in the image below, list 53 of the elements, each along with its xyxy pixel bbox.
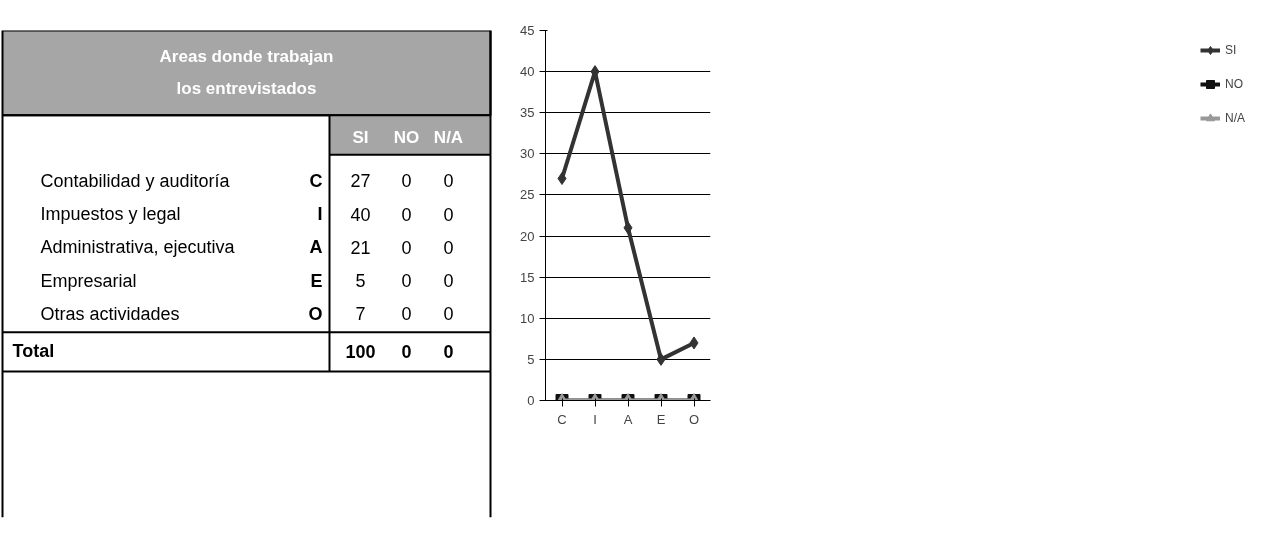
text: 0 bbox=[401, 271, 412, 292]
text: Contabilidad y auditoría bbox=[40, 170, 231, 191]
text: A bbox=[309, 237, 323, 258]
text: 40 bbox=[350, 204, 371, 225]
x-tick-label: C bbox=[557, 411, 567, 427]
y-tick-label: 40 bbox=[520, 64, 535, 80]
text: N/A bbox=[433, 127, 464, 147]
point bbox=[623, 221, 633, 235]
text: Administrativa, ejecutiva bbox=[40, 237, 236, 258]
text: 7 bbox=[355, 304, 366, 325]
text: 0 bbox=[443, 204, 454, 225]
text: 100 bbox=[345, 341, 376, 362]
text: C bbox=[309, 170, 323, 191]
y-tick-label: 25 bbox=[520, 187, 535, 203]
x-tick-label: I bbox=[593, 411, 597, 427]
text: Impuestos y legal bbox=[40, 204, 181, 225]
x-tick-label: O bbox=[688, 411, 700, 427]
y-tick-label: 35 bbox=[520, 105, 535, 121]
y-tick-label: 0 bbox=[527, 393, 535, 408]
y-tick-label: 20 bbox=[520, 228, 535, 244]
legend-label: N/A bbox=[1224, 111, 1245, 125]
text: 0 bbox=[401, 304, 412, 325]
text: 0 bbox=[443, 341, 454, 362]
text: 0 bbox=[401, 341, 412, 362]
text: 0 bbox=[401, 237, 412, 258]
text: NO bbox=[393, 127, 420, 147]
x-tick-label: E bbox=[656, 411, 666, 427]
legend-label: NO bbox=[1224, 77, 1244, 91]
legend-label: SI bbox=[1224, 43, 1238, 57]
text: Total bbox=[12, 341, 55, 362]
x-tick-label: A bbox=[623, 411, 633, 427]
text: E bbox=[310, 270, 323, 291]
text: 21 bbox=[350, 237, 371, 258]
y-tick-label: 30 bbox=[520, 146, 535, 162]
text: I bbox=[317, 204, 323, 225]
text: Otras actividades bbox=[40, 303, 180, 324]
text: 0 bbox=[401, 204, 412, 225]
text: 27 bbox=[350, 171, 371, 192]
y-tick-label: 15 bbox=[520, 269, 535, 285]
y-tick-label: 10 bbox=[520, 310, 535, 326]
text: O bbox=[308, 303, 323, 324]
text: Areas donde trabajan los entrevistados bbox=[159, 47, 334, 98]
point bbox=[557, 172, 567, 185]
text: Empresarial bbox=[40, 270, 137, 291]
y-tick-label: 45 bbox=[520, 23, 535, 38]
text: 0 bbox=[443, 237, 454, 258]
text: 5 bbox=[355, 271, 366, 292]
text: SI bbox=[352, 127, 369, 147]
text: 0 bbox=[443, 271, 454, 292]
text: 0 bbox=[443, 304, 454, 325]
text: 0 bbox=[401, 171, 412, 192]
y-tick-label: 5 bbox=[527, 351, 535, 367]
text: 0 bbox=[443, 171, 454, 192]
